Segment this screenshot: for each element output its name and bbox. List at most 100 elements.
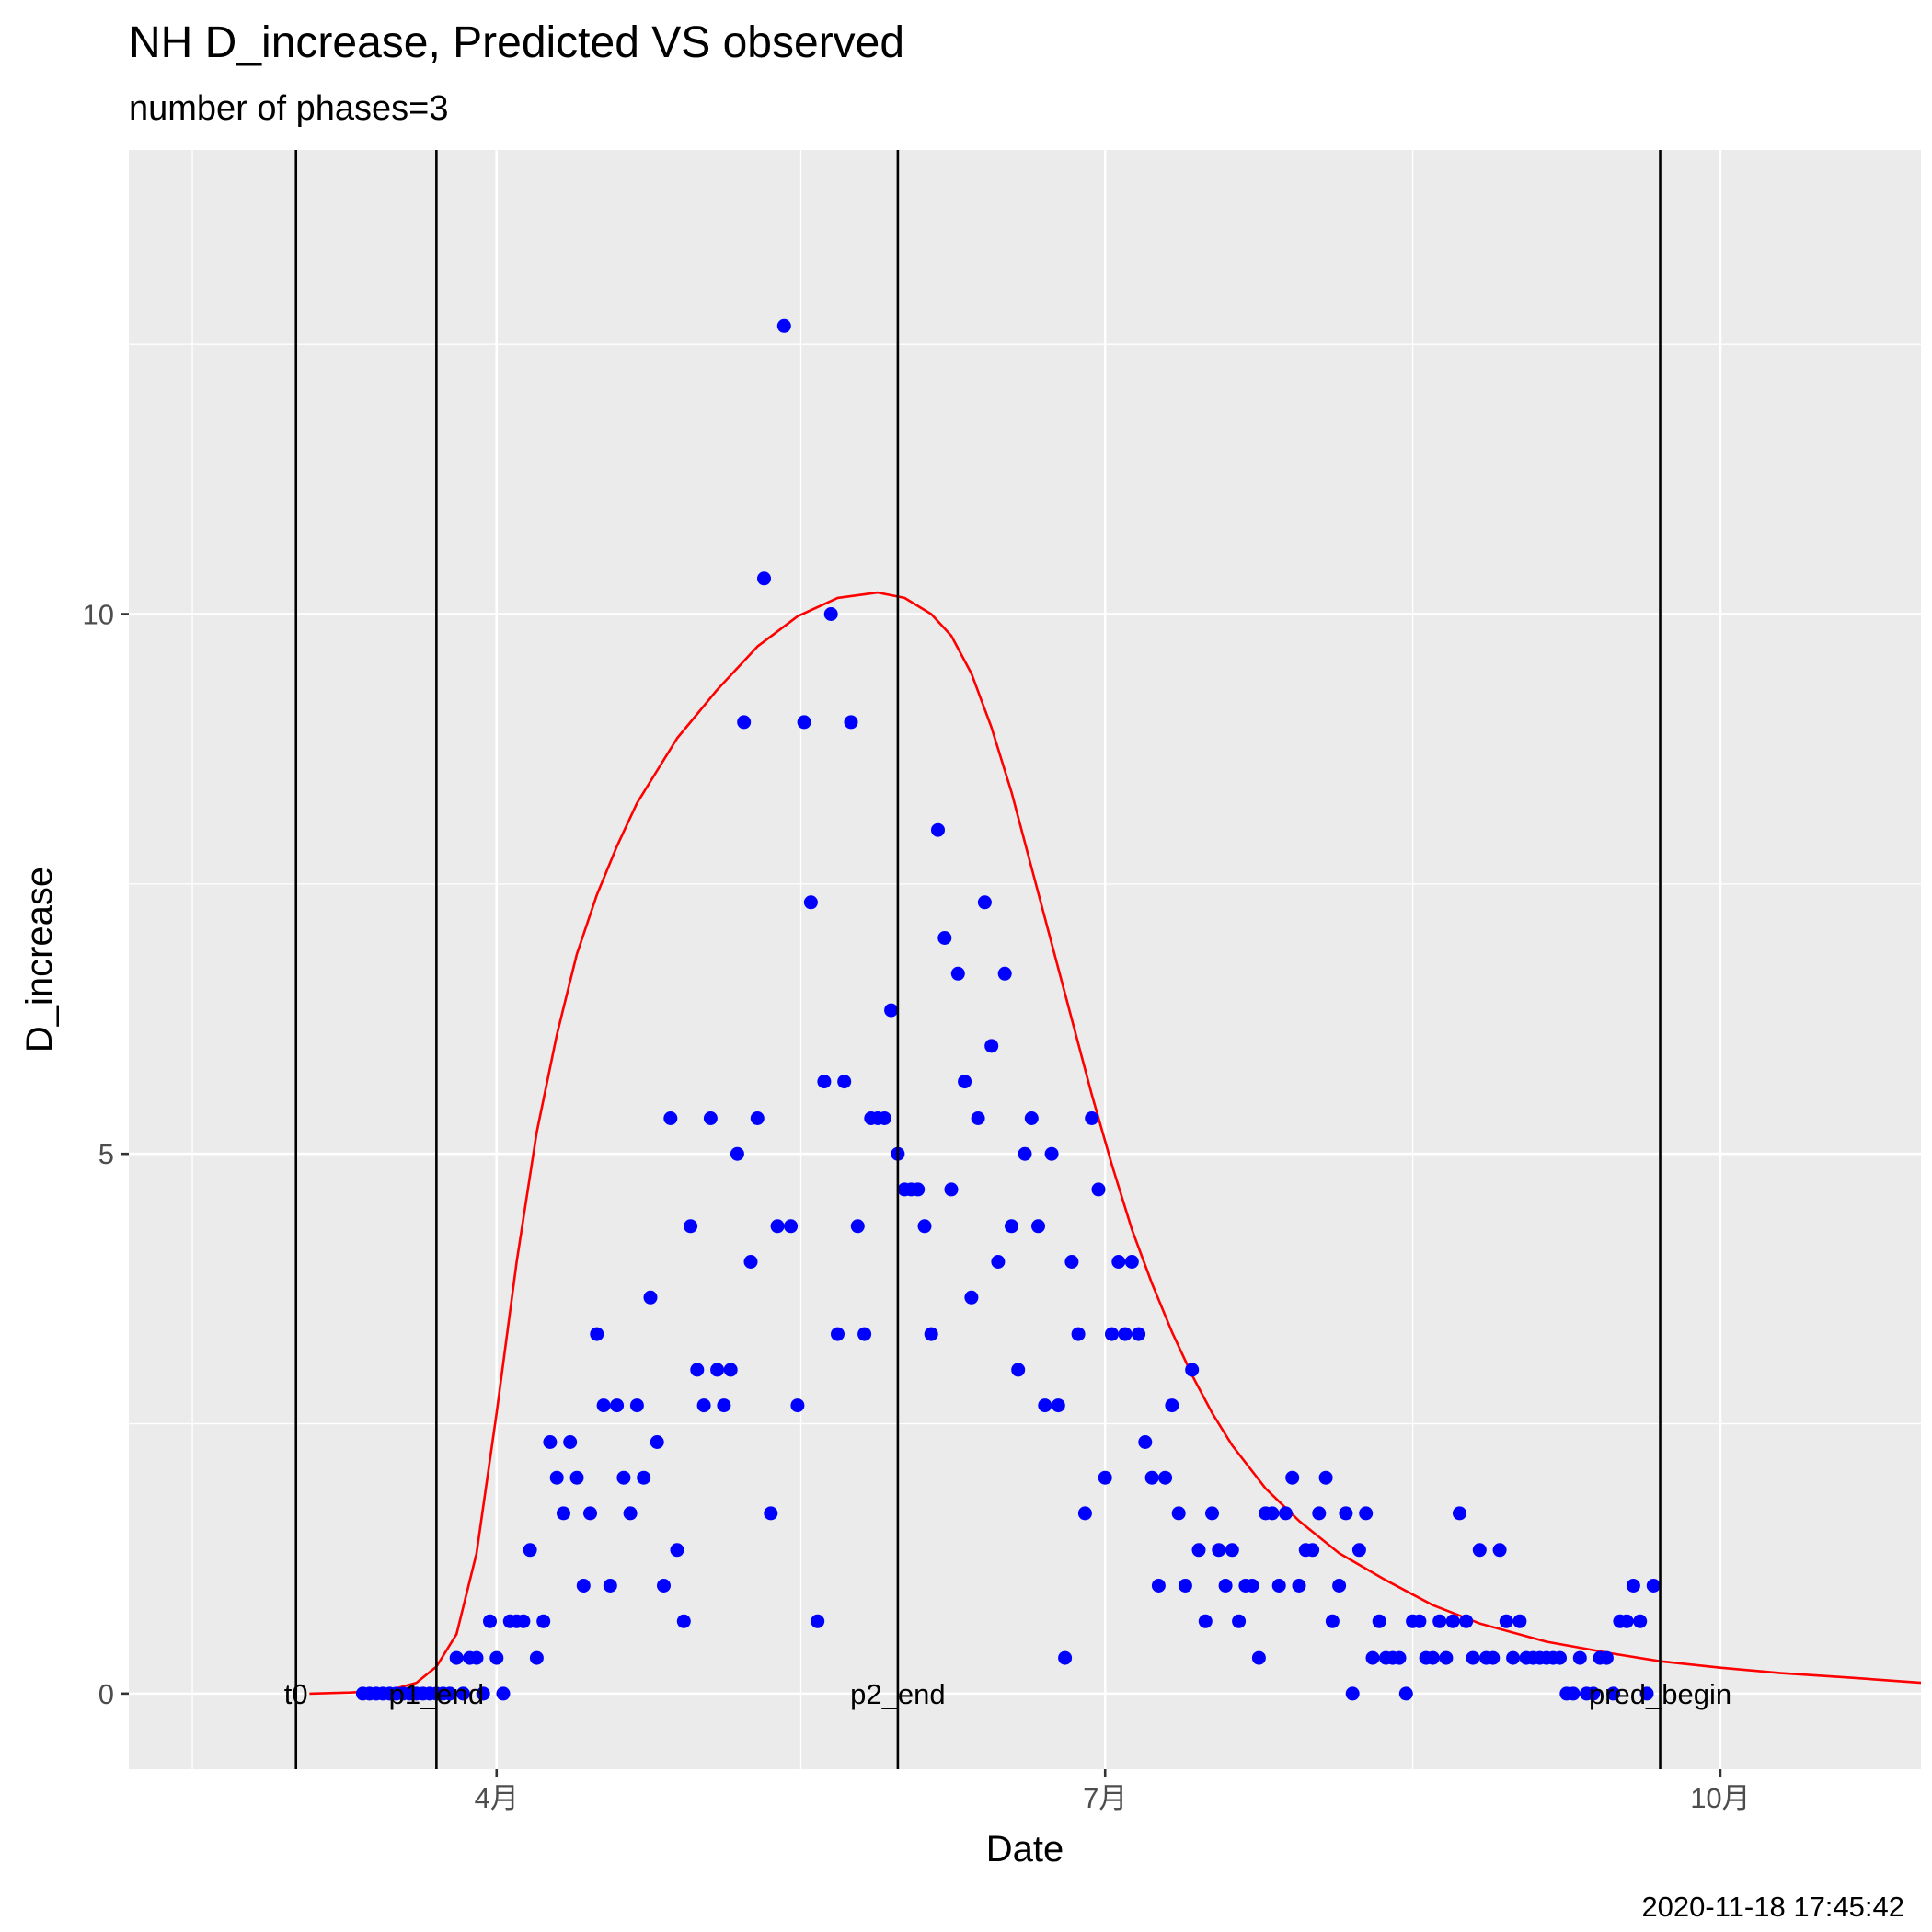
observed-point [489, 1650, 504, 1665]
observed-point [1453, 1506, 1466, 1521]
observed-point [1372, 1614, 1386, 1628]
observed-point [1512, 1614, 1527, 1628]
observed-point [1044, 1146, 1059, 1161]
observed-point [1038, 1398, 1052, 1413]
observed-point [455, 1686, 470, 1701]
predicted-line [309, 591, 1922, 1696]
observed-point [650, 1435, 664, 1449]
observed-point [737, 715, 752, 730]
observed-point [536, 1614, 551, 1628]
observed-point [1345, 1686, 1360, 1701]
observed-point [676, 1614, 691, 1628]
observed-point [837, 1075, 852, 1089]
observed-point [1626, 1579, 1640, 1593]
y-tick-label: 0 [98, 1678, 114, 1710]
observed-point [1111, 1255, 1126, 1269]
observed-point [950, 966, 965, 981]
observed-point [1077, 1506, 1092, 1521]
observed-point [583, 1506, 597, 1521]
observed-point [483, 1614, 497, 1628]
observed-point [1031, 1219, 1045, 1234]
observed-point [1439, 1650, 1454, 1665]
observed-point [790, 1398, 805, 1413]
observed-point [516, 1614, 531, 1628]
observed-point [443, 1686, 457, 1701]
observed-point [590, 1327, 604, 1341]
phase-label: t0 [284, 1678, 308, 1710]
observed-point [557, 1506, 570, 1521]
observed-point [1232, 1614, 1247, 1628]
observed-point [1158, 1470, 1173, 1485]
observed-point [1265, 1506, 1280, 1521]
observed-point [1359, 1506, 1374, 1521]
observed-point [1124, 1255, 1139, 1269]
observed-point [1205, 1506, 1219, 1521]
observed-point [623, 1506, 638, 1521]
observed-point [857, 1327, 872, 1341]
phase-lines: t0 p1_end p2_end pred_begin [284, 150, 1731, 1769]
observed-point [1218, 1579, 1233, 1593]
observed-point [1472, 1543, 1487, 1558]
observed-point [529, 1650, 544, 1665]
observed-point [1553, 1650, 1567, 1665]
observed-point [523, 1543, 537, 1558]
observed-point [670, 1543, 684, 1558]
observed-point [576, 1579, 591, 1593]
observed-point [1051, 1398, 1065, 1413]
observed-point [937, 931, 952, 945]
observed-point [1071, 1327, 1086, 1341]
observed-point [1445, 1614, 1460, 1628]
observed-point [1572, 1650, 1587, 1665]
observed-point [1499, 1614, 1513, 1628]
observed-point [1198, 1614, 1213, 1628]
observed-point [884, 1003, 899, 1018]
observed-point [1312, 1506, 1327, 1521]
observed-point [476, 1686, 490, 1701]
observed-point [1332, 1579, 1347, 1593]
observed-point [1586, 1686, 1601, 1701]
phase-label: p1_end [389, 1678, 484, 1710]
observed-point [684, 1219, 698, 1234]
observed-point [1633, 1614, 1648, 1628]
observed-point [643, 1290, 658, 1305]
x-axis-title: Date [986, 1829, 1064, 1869]
observed-point [1091, 1182, 1106, 1197]
grid-minor [129, 150, 1921, 1769]
x-axis: 4月 7月 10月 [475, 1769, 1751, 1814]
observed-point [616, 1470, 631, 1485]
chart-title: NH D_increase, Predicted VS observed [129, 18, 904, 67]
observed-point [823, 607, 838, 621]
y-tick-label: 5 [98, 1138, 114, 1170]
observed-point [1646, 1579, 1661, 1593]
observed-point [844, 715, 858, 730]
observed-point [764, 1506, 778, 1521]
phase-label: p2_end [850, 1678, 945, 1710]
observed-point [1351, 1543, 1366, 1558]
observed-point [1271, 1579, 1286, 1593]
observed-point [1251, 1650, 1266, 1665]
observed-point [1492, 1543, 1507, 1558]
observed-point [1339, 1506, 1353, 1521]
observed-point [931, 822, 945, 837]
observed-point [1024, 1111, 1039, 1125]
observed-point [1018, 1146, 1032, 1161]
observed-point [1118, 1327, 1133, 1341]
observed-points [355, 318, 1661, 1701]
observed-point [1132, 1327, 1146, 1341]
observed-point [730, 1146, 744, 1161]
observed-point [784, 1219, 799, 1234]
observed-point [1085, 1111, 1099, 1125]
observed-point [803, 895, 818, 910]
observed-point [1212, 1543, 1226, 1558]
observed-point [1425, 1650, 1440, 1665]
observed-point [1151, 1579, 1166, 1593]
y-axis-title: D_increase [19, 867, 60, 1052]
observed-point [997, 966, 1012, 981]
observed-point [1459, 1614, 1474, 1628]
x-tick-label: 4月 [475, 1782, 519, 1814]
observed-point [757, 571, 771, 586]
observed-point [811, 1614, 825, 1628]
phase-label: pred_begin [1589, 1678, 1731, 1710]
observed-point [1392, 1650, 1407, 1665]
